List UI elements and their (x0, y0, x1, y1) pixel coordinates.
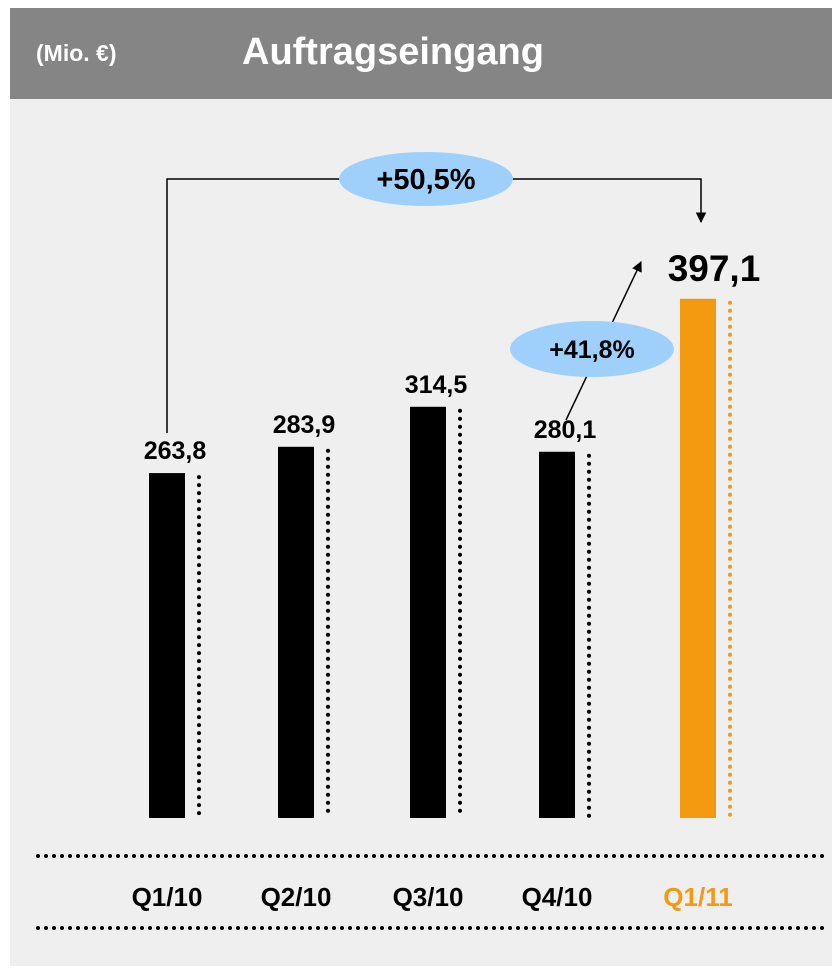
value-label: 263,8 (144, 437, 207, 465)
value-label: 314,5 (405, 371, 468, 399)
value-label: 280,1 (534, 416, 597, 444)
category-label: Q2/10 (261, 882, 332, 912)
unit-label: (Mio. €) (36, 40, 117, 66)
growth-label-yoy: +50,5% (376, 164, 475, 196)
value-label: 397,1 (668, 248, 761, 289)
bar-q3-10 (410, 406, 446, 818)
category-label: Q1/11 (663, 882, 732, 912)
bar-q1-11 (680, 298, 716, 818)
chart-header (10, 8, 832, 99)
bar-q4-10 (539, 451, 575, 818)
category-label: Q4/10 (522, 882, 593, 912)
growth-bubble-qoq (510, 321, 674, 377)
bar-q1-10 (149, 473, 185, 818)
growth-label-qoq: +41,8% (549, 336, 635, 364)
category-label: Q3/10 (393, 882, 464, 912)
chart-title: Auftragseingang (242, 31, 544, 73)
bar-q2-10 (278, 446, 314, 818)
growth-bubble-yoy (339, 152, 513, 206)
category-label: Q1/10 (132, 882, 203, 912)
value-label: 283,9 (273, 411, 336, 439)
